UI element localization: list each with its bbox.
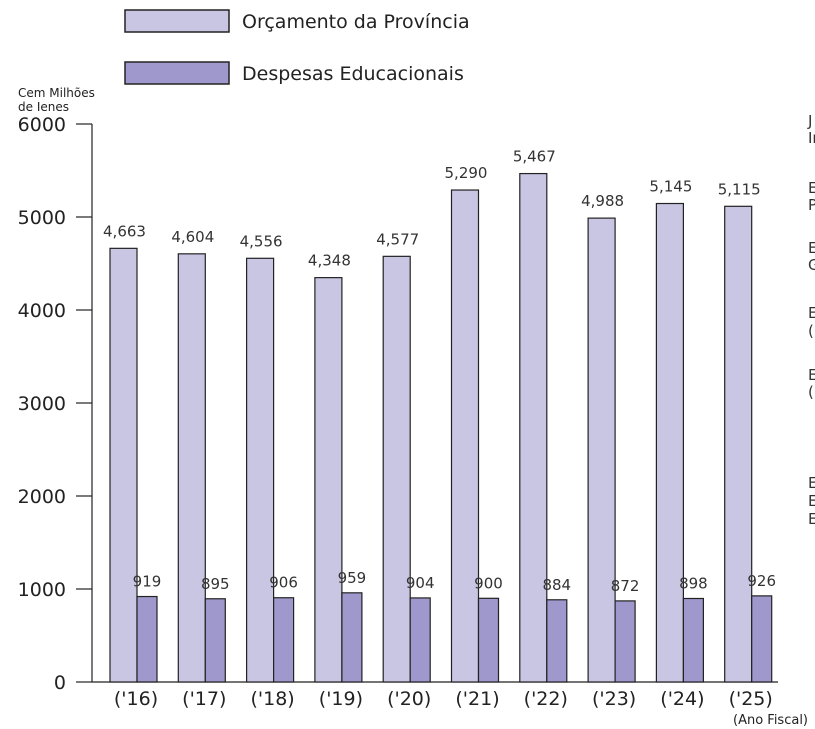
- value-label-education-expenses: 919: [133, 573, 162, 591]
- legend-swatch-province-budget: [124, 9, 230, 33]
- bar-education-expenses: [682, 597, 705, 683]
- bar-province-budget: [450, 189, 480, 683]
- value-label-education-expenses: 904: [406, 574, 435, 592]
- bar-province-budget: [724, 205, 753, 683]
- clipped-side-text-fragment: In: [808, 129, 815, 147]
- clipped-side-text-fragment: E: [808, 366, 815, 384]
- value-labels: 4,663 919 4,604 895 4,556 906 4,348 959 4,577 904…: [103, 148, 776, 595]
- category-label: ('16): [114, 688, 158, 710]
- bar-education-expenses: [409, 597, 431, 683]
- clipped-side-text-fragment: E: [808, 492, 815, 510]
- value-label-province-budget: 5,290: [445, 164, 488, 182]
- value-label-province-budget: 4,556: [240, 232, 283, 250]
- value-label-province-budget: 4,604: [171, 228, 214, 246]
- value-label-province-budget: 5,145: [649, 178, 692, 196]
- bar-education-expenses: [477, 597, 500, 683]
- bar-province-budget: [109, 247, 138, 683]
- value-label-education-expenses: 959: [338, 569, 367, 587]
- y-tick-label: 2000: [18, 486, 66, 508]
- bar-province-budget: [382, 255, 411, 683]
- value-label-province-budget: 4,577: [376, 230, 419, 248]
- y-unit-label-line-2: de Ienes: [18, 100, 69, 114]
- bars: [109, 172, 773, 683]
- bar-education-expenses: [273, 597, 295, 683]
- bar-education-expenses: [341, 592, 363, 683]
- category-label: ('17): [182, 688, 226, 710]
- category-label: ('23): [592, 688, 636, 710]
- y-axis-ticks: 0 1000 2000 3000 4000 5000 6000: [18, 114, 92, 694]
- value-label-province-budget: 5,467: [513, 148, 556, 166]
- value-label-province-budget: 4,988: [581, 192, 624, 210]
- clipped-side-text-fragment: (F: [808, 322, 815, 340]
- clipped-side-text-fragment: G: [808, 256, 815, 274]
- clipped-side-text-fragment: J: [807, 112, 812, 130]
- bar-education-expenses: [614, 600, 636, 683]
- value-label-province-budget: 4,663: [103, 222, 146, 240]
- value-label-province-budget: 5,115: [718, 180, 761, 198]
- value-label-education-expenses: 898: [679, 574, 708, 592]
- clipped-side-text-fragment: E: [808, 179, 815, 197]
- y-tick-label: 3000: [18, 393, 66, 415]
- y-tick-label: 1000: [18, 579, 66, 601]
- value-label-education-expenses: 926: [747, 572, 776, 590]
- category-label: ('20): [387, 688, 431, 710]
- legend: Orçamento da Província Despesas Educacio…: [124, 9, 470, 85]
- clipped-side-text-fragment: (l: [808, 383, 815, 401]
- value-label-education-expenses: 900: [474, 574, 503, 592]
- bar-province-budget: [519, 172, 548, 683]
- category-label: ('22): [524, 688, 568, 710]
- bar-province-budget: [246, 257, 275, 683]
- category-label: ('24): [660, 688, 704, 710]
- value-label-education-expenses: 884: [542, 576, 571, 594]
- category-label: ('21): [455, 688, 499, 710]
- value-label-education-expenses: 895: [201, 575, 230, 593]
- y-tick-label: 5000: [18, 207, 66, 229]
- y-unit-label-line-1: Cem Milhões: [18, 86, 95, 100]
- value-label-education-expenses: 906: [269, 574, 298, 592]
- y-tick-label: 0: [54, 672, 66, 694]
- legend-label-education-expenses: Despesas Educacionais: [242, 63, 464, 85]
- clipped-side-text: JInEPEGE(FE(lEEE: [807, 112, 815, 528]
- value-label-province-budget: 4,348: [308, 252, 351, 270]
- x-axis-label: (Ano Fiscal): [733, 713, 808, 728]
- y-tick-label: 6000: [18, 114, 66, 136]
- clipped-side-text-fragment: P: [808, 196, 815, 214]
- legend-swatch-education-expenses: [124, 61, 230, 85]
- bar-education-expenses: [751, 595, 773, 683]
- bar-province-budget: [314, 277, 343, 683]
- y-tick-label: 4000: [18, 300, 66, 322]
- clipped-side-text-fragment: E: [808, 239, 815, 257]
- bar-province-budget: [587, 217, 616, 683]
- clipped-side-text-fragment: E: [808, 510, 815, 528]
- bar-education-expenses: [546, 599, 568, 683]
- category-label: ('18): [250, 688, 294, 710]
- bar-province-budget: [655, 202, 685, 683]
- bar-education-expenses: [204, 598, 226, 683]
- category-label: ('25): [729, 688, 773, 710]
- clipped-side-text-fragment: E: [808, 474, 815, 492]
- bar-education-expenses: [136, 595, 158, 683]
- value-label-education-expenses: 872: [611, 577, 640, 595]
- legend-label-province-budget: Orçamento da Província: [242, 11, 470, 33]
- clipped-side-text-fragment: E: [808, 304, 815, 322]
- bar-province-budget: [177, 253, 206, 683]
- category-label: ('19): [319, 688, 363, 710]
- category-labels: ('16) ('17) ('18) ('19) ('20) ('21) ('22) ('23)…: [114, 688, 773, 710]
